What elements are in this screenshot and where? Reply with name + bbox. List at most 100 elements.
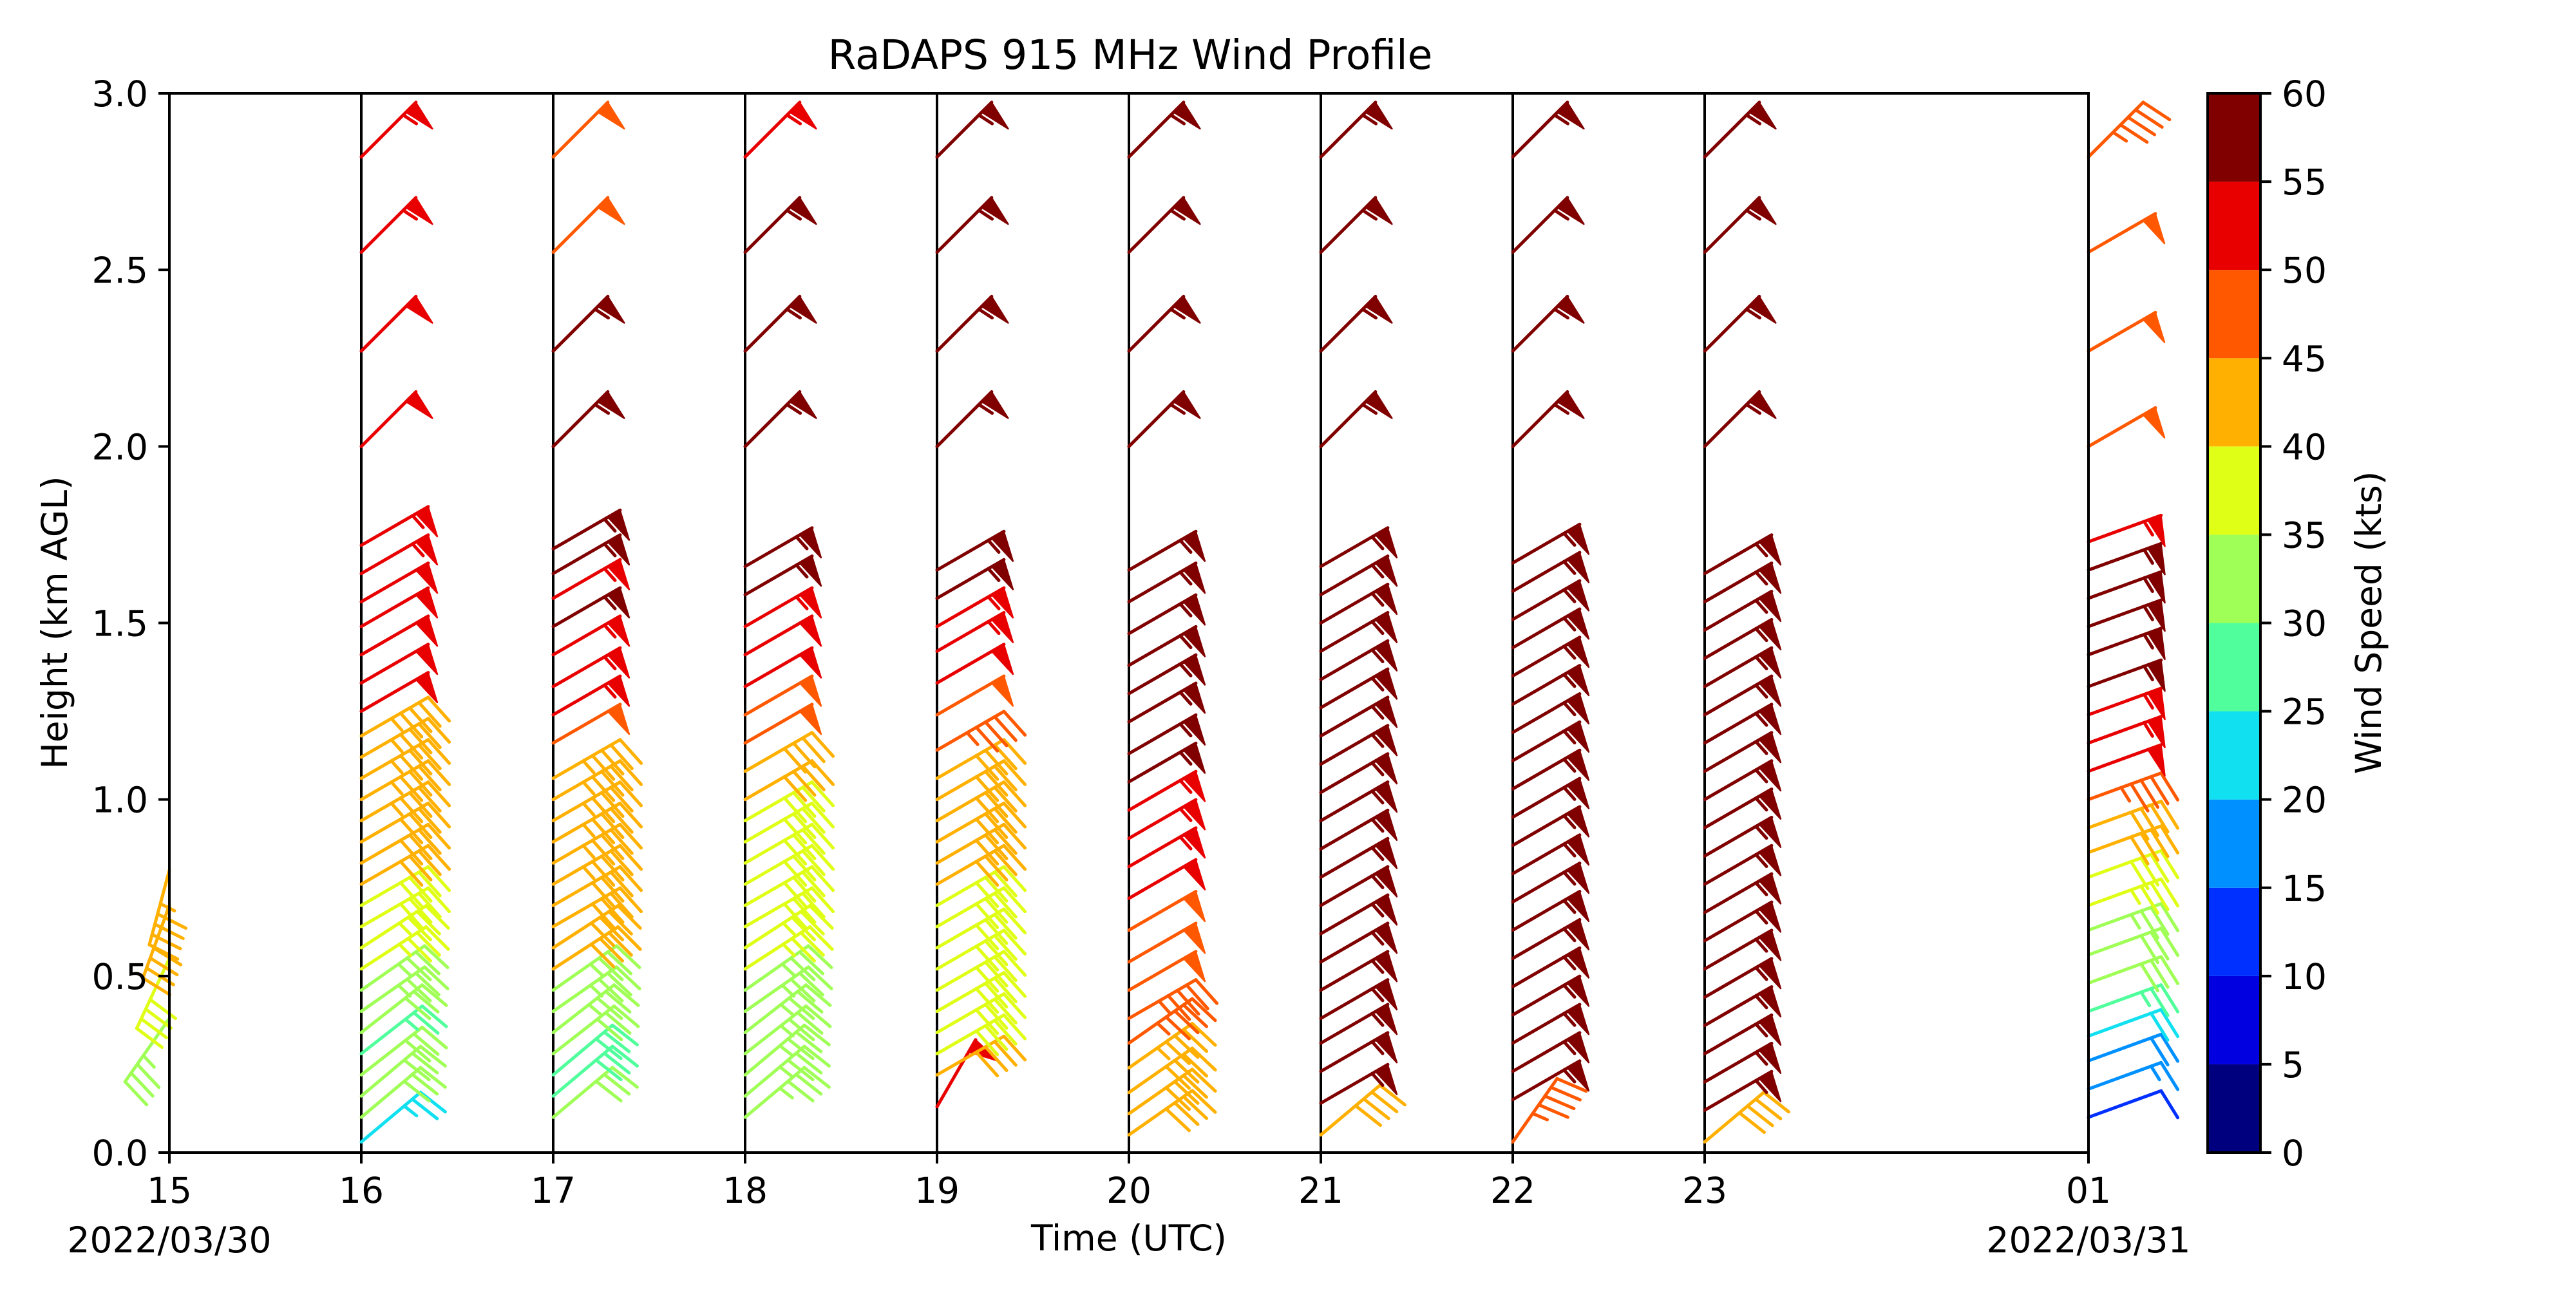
wind-barb <box>1511 720 1590 762</box>
barb-shaft <box>743 865 814 907</box>
barb-pennant <box>1182 770 1206 802</box>
wind-barb <box>1319 865 1398 907</box>
barb-half <box>1553 209 1570 221</box>
wind-barb <box>1703 957 1782 999</box>
barb-full <box>788 1017 815 1042</box>
wind-barb <box>1127 950 1206 992</box>
barb-full <box>782 881 808 908</box>
barb-shaft <box>551 780 622 823</box>
wind-barb <box>1319 752 1398 795</box>
barb-full <box>993 976 1018 1003</box>
barb-half <box>1562 842 1577 858</box>
barb-full <box>612 983 640 1007</box>
barb-full <box>417 701 442 728</box>
barb-full <box>2129 810 2150 841</box>
barb-full <box>426 780 451 807</box>
barb-full <box>810 731 835 758</box>
wind-barb <box>1319 695 1398 738</box>
barb-full <box>1182 1095 1209 1120</box>
wind-barb <box>551 843 643 887</box>
wind-barb <box>1511 607 1590 650</box>
barb-half <box>977 307 994 320</box>
date-label: 2022/03/30 <box>67 1220 271 1261</box>
barb-pennant <box>1374 781 1398 813</box>
barb-half <box>1370 619 1385 636</box>
wind-barb <box>551 780 643 824</box>
wind-barb <box>1703 1041 1782 1084</box>
wind-barb <box>2087 513 2166 547</box>
barb-half <box>1562 588 1577 603</box>
barb-pennant <box>1566 834 1590 866</box>
barb-pennant <box>607 534 630 566</box>
barb-half <box>2142 664 2154 682</box>
barb-full <box>804 1004 832 1028</box>
barb-half <box>1754 994 1768 1010</box>
barb-pennant <box>1182 922 1206 954</box>
barb-shaft <box>359 843 430 886</box>
barb-full <box>1164 1107 1191 1133</box>
barb-full <box>791 741 817 769</box>
barb-full <box>410 1051 439 1075</box>
wind-barb <box>1319 921 1398 964</box>
wind-barb <box>1703 759 1782 802</box>
wind-barb <box>1511 890 1590 932</box>
barb-full <box>607 930 633 957</box>
barb-half <box>779 1003 795 1017</box>
barb-half <box>778 1044 794 1057</box>
barb-pennant <box>1182 891 1206 923</box>
barb-full <box>618 822 643 850</box>
wind-barb <box>935 928 1027 972</box>
plot-area: 15 16 17 18 19 20 21 22 23 01 2022/03/30 2022/03/31… <box>67 73 2190 1261</box>
wind-barb <box>743 822 835 866</box>
wind-barb <box>551 586 630 628</box>
barb-full <box>598 936 624 963</box>
barb-pennant <box>1758 760 1782 792</box>
barb-full <box>1190 1022 1217 1047</box>
barb-full <box>609 828 634 855</box>
wind-barb <box>2087 1089 2180 1120</box>
barb-full <box>618 801 643 829</box>
barb-pennant <box>1758 957 1782 990</box>
wind-barb <box>935 610 1014 653</box>
barb-full <box>789 977 816 1003</box>
barb-full <box>405 977 432 1003</box>
barb-pennant <box>1566 1060 1590 1092</box>
barb-full <box>974 1008 999 1035</box>
barb-half <box>1179 722 1193 738</box>
barb-half <box>2139 990 2152 1008</box>
barb-half <box>603 623 617 639</box>
barb-full <box>1164 1015 1191 1041</box>
barb-full <box>1002 1013 1027 1041</box>
barb-full <box>1182 1052 1209 1078</box>
barb-half <box>795 563 809 579</box>
barb-full <box>786 1037 815 1060</box>
wind-barb <box>935 529 1014 572</box>
barb-full <box>983 876 1009 903</box>
wind-barb <box>1127 713 1206 755</box>
colorbar-segment <box>2208 358 2260 447</box>
barb-half <box>404 1017 419 1032</box>
wind-barb <box>1511 918 1590 960</box>
barb-half <box>589 962 604 977</box>
wind-barb <box>935 843 1027 887</box>
barb-full <box>2134 108 2164 129</box>
barb-pennant <box>1182 858 1206 891</box>
barb-full <box>791 769 817 797</box>
wind-barb <box>1703 985 1782 1028</box>
wind-barb <box>1319 1062 1398 1105</box>
barb-shaft <box>743 925 812 971</box>
wind-barb <box>1127 681 1206 724</box>
barb-half <box>1370 733 1385 748</box>
wind-barb <box>551 100 625 159</box>
wind-barb <box>2087 1032 2180 1067</box>
wind-barb <box>551 558 630 600</box>
barb-full <box>148 997 177 1021</box>
barb-half <box>1754 1050 1768 1066</box>
wind-barb <box>1511 196 1585 254</box>
wind-barb <box>1319 836 1398 879</box>
wind-barb <box>935 886 1027 929</box>
barb-full <box>2139 934 2160 965</box>
barb-shaft <box>359 780 430 823</box>
wind-barb <box>1511 805 1590 847</box>
barb-full <box>993 715 1018 742</box>
